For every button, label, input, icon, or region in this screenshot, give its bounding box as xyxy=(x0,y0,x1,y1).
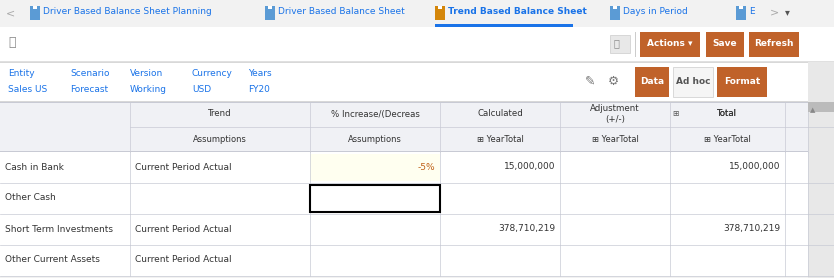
Bar xyxy=(640,32,700,57)
Bar xyxy=(706,32,744,57)
Text: -5%: -5% xyxy=(417,163,435,172)
Bar xyxy=(808,102,834,278)
Bar xyxy=(435,24,573,27)
Text: ⊞ YearTotal: ⊞ YearTotal xyxy=(591,135,639,143)
Text: ⓘ: ⓘ xyxy=(8,36,16,49)
Text: Current Period Actual: Current Period Actual xyxy=(135,163,232,172)
Text: Total: Total xyxy=(717,110,737,118)
Bar xyxy=(0,102,834,152)
Text: FY20: FY20 xyxy=(248,86,270,95)
Bar xyxy=(0,151,834,152)
Text: ⊞ YearTotal: ⊞ YearTotal xyxy=(704,135,751,143)
Bar xyxy=(635,32,636,57)
Bar xyxy=(749,32,799,57)
Bar xyxy=(739,6,743,9)
Text: Trend: Trend xyxy=(208,110,232,118)
Text: 🔍: 🔍 xyxy=(614,38,620,48)
Bar xyxy=(610,35,630,53)
Text: Sales US: Sales US xyxy=(8,86,48,95)
Text: % Increase/(Decreas: % Increase/(Decreas xyxy=(330,110,420,118)
Text: Ad hoc: Ad hoc xyxy=(676,76,711,86)
Bar xyxy=(438,6,442,9)
Text: ⊞ YearTotal: ⊞ YearTotal xyxy=(476,135,524,143)
Bar xyxy=(0,61,834,62)
Text: Short Term Investments: Short Term Investments xyxy=(5,225,113,234)
Text: Refresh: Refresh xyxy=(754,38,794,48)
Text: Days in Period: Days in Period xyxy=(623,8,688,16)
Bar xyxy=(635,67,669,97)
Bar xyxy=(0,62,834,63)
Text: Scenario: Scenario xyxy=(70,70,109,78)
Text: E: E xyxy=(749,8,755,16)
Text: Current Period Actual: Current Period Actual xyxy=(135,255,232,264)
Bar xyxy=(268,6,272,9)
Text: Years: Years xyxy=(248,70,272,78)
Bar xyxy=(717,67,767,97)
Text: ▾: ▾ xyxy=(785,7,790,17)
Bar xyxy=(0,152,834,183)
Text: ✎: ✎ xyxy=(585,75,595,88)
Text: 378,710,219: 378,710,219 xyxy=(723,225,780,234)
Text: Assumptions: Assumptions xyxy=(348,135,402,143)
Text: Currency: Currency xyxy=(192,70,233,78)
Text: >: > xyxy=(770,7,779,17)
Text: USD: USD xyxy=(192,86,211,95)
Bar xyxy=(0,0,834,27)
Text: Save: Save xyxy=(713,38,737,48)
Bar xyxy=(33,6,37,9)
Text: Driver Based Balance Sheet: Driver Based Balance Sheet xyxy=(278,8,404,16)
Text: 378,710,219: 378,710,219 xyxy=(498,225,555,234)
Text: Trend Based Balance Sheet: Trend Based Balance Sheet xyxy=(448,8,587,16)
Text: Cash in Bank: Cash in Bank xyxy=(5,163,64,172)
Bar xyxy=(310,185,440,212)
Bar xyxy=(808,102,834,112)
Bar xyxy=(0,27,834,62)
Bar xyxy=(435,6,445,20)
Bar xyxy=(0,245,834,276)
Text: Forecast: Forecast xyxy=(70,86,108,95)
Bar xyxy=(0,101,834,102)
Text: Current Period Actual: Current Period Actual xyxy=(135,225,232,234)
Bar xyxy=(736,6,746,20)
Bar xyxy=(265,6,275,20)
Text: Adjustment
(+/-): Adjustment (+/-) xyxy=(590,104,640,124)
Text: Version: Version xyxy=(130,70,163,78)
Text: Calculated: Calculated xyxy=(477,110,523,118)
Bar xyxy=(0,62,834,102)
Text: 15,000,000: 15,000,000 xyxy=(729,163,780,172)
Text: ▲: ▲ xyxy=(810,107,816,113)
Text: ⚙: ⚙ xyxy=(608,75,620,88)
Text: Data: Data xyxy=(640,76,664,86)
Text: ⊞: ⊞ xyxy=(672,110,678,118)
Text: Entity: Entity xyxy=(8,70,35,78)
Bar xyxy=(0,102,834,103)
Bar xyxy=(610,6,620,20)
Bar xyxy=(30,6,40,20)
Text: <: < xyxy=(6,8,15,18)
Text: Driver Based Balance Sheet Planning: Driver Based Balance Sheet Planning xyxy=(43,8,212,16)
Bar xyxy=(808,62,834,102)
Bar xyxy=(673,67,713,97)
Text: 15,000,000: 15,000,000 xyxy=(504,163,555,172)
Bar xyxy=(613,6,617,9)
Text: Working: Working xyxy=(130,86,167,95)
Text: Total: Total xyxy=(717,110,737,118)
Bar xyxy=(310,154,440,181)
Bar xyxy=(0,183,834,214)
Bar xyxy=(0,214,834,245)
Text: Assumptions: Assumptions xyxy=(193,135,247,143)
Text: Other Cash: Other Cash xyxy=(5,193,56,202)
Text: Other Current Assets: Other Current Assets xyxy=(5,255,100,264)
Text: Actions ▾: Actions ▾ xyxy=(647,38,693,48)
Text: Format: Format xyxy=(724,76,760,86)
